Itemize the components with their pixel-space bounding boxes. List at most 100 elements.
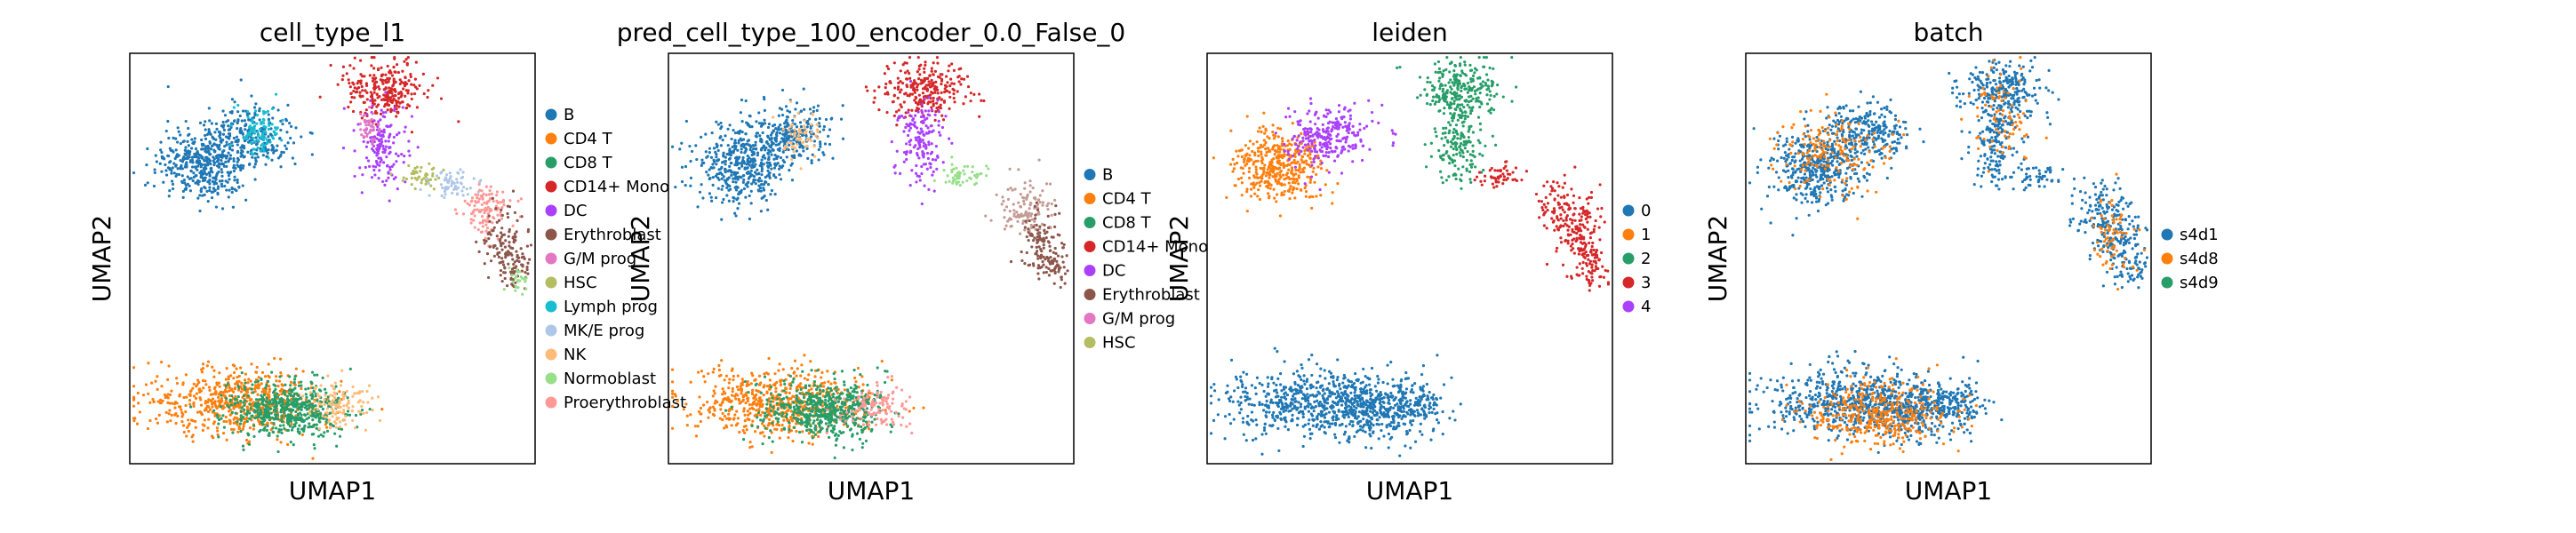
scatter-points-panel-1 <box>132 56 533 460</box>
scatter-point <box>243 385 246 389</box>
scatter-point <box>326 374 330 378</box>
scatter-point <box>813 155 817 158</box>
scatter-point <box>758 186 763 190</box>
scatter-point <box>170 413 173 417</box>
scatter-point <box>199 188 203 192</box>
scatter-point <box>241 427 244 431</box>
scatter-point <box>861 423 866 426</box>
scatter-point <box>856 366 860 370</box>
scatter-point <box>190 165 195 169</box>
scatter-point <box>755 389 758 393</box>
scatter-point <box>180 174 184 178</box>
scatter-point <box>720 161 724 164</box>
scatter-point <box>471 211 475 215</box>
scatter-point <box>341 390 345 394</box>
scatter-point <box>188 405 193 409</box>
scatter-point <box>748 144 752 147</box>
scatter-point <box>801 133 804 138</box>
scatter-point <box>508 199 512 203</box>
scatter-point <box>371 79 375 83</box>
scatter-point <box>264 386 268 390</box>
scatter-point <box>748 194 751 198</box>
scatter-point <box>372 138 376 141</box>
scatter-point <box>216 395 220 399</box>
scatter-point <box>181 195 185 199</box>
scatter-point <box>293 416 297 419</box>
scatter-point <box>253 380 258 384</box>
scatter-point <box>747 383 750 386</box>
scatter-point <box>799 125 804 129</box>
scatter-point <box>725 186 729 189</box>
scatter-point <box>792 138 796 142</box>
scatter-point <box>242 144 245 147</box>
scatter-point <box>721 411 724 416</box>
scatter-point <box>233 119 236 123</box>
scatter-point <box>507 262 510 266</box>
scatter-point <box>225 140 228 144</box>
scatter-point <box>837 394 841 398</box>
scatter-point <box>793 359 797 362</box>
scatter-point <box>307 386 310 390</box>
scatter-point <box>288 122 292 125</box>
scatter-point <box>310 433 314 436</box>
scatter-point <box>742 410 746 413</box>
scatter-point <box>488 188 492 193</box>
scatter-point <box>375 161 379 164</box>
scatter-point <box>740 389 743 393</box>
scatter-point <box>854 380 858 384</box>
scatter-point <box>415 106 420 109</box>
scatter-point <box>730 137 733 141</box>
scatter-point <box>778 147 782 150</box>
scatter-point <box>521 276 524 280</box>
scatter-point <box>709 166 713 170</box>
scatter-point <box>279 165 283 169</box>
scatter-point <box>218 162 221 165</box>
scatter-point <box>202 123 206 127</box>
scatter-point <box>497 255 501 259</box>
scatter-point <box>334 405 338 410</box>
scatter-point <box>280 150 284 154</box>
scatter-point <box>716 187 720 190</box>
scatter-point <box>485 252 490 256</box>
scatter-point <box>291 426 295 429</box>
scatter-point <box>369 124 372 128</box>
scatter-point <box>526 261 530 265</box>
scatter-point <box>487 193 491 196</box>
scatter-point <box>361 173 364 177</box>
scatter-point <box>252 401 255 404</box>
scatter-point <box>741 158 745 163</box>
scatter-point <box>220 399 224 402</box>
scatter-point <box>359 112 363 116</box>
scatter-point <box>466 193 469 196</box>
scatter-point <box>769 392 773 395</box>
scatter-point <box>395 160 398 163</box>
scatter-point <box>780 404 783 408</box>
scatter-point <box>452 181 456 185</box>
scatter-point <box>244 418 248 421</box>
scatter-point <box>810 131 813 134</box>
scatter-point <box>259 149 262 153</box>
scatter-point <box>375 92 379 97</box>
scatter-point <box>156 387 159 392</box>
scatter-point <box>793 131 796 136</box>
scatter-point <box>153 168 156 171</box>
scatter-point <box>187 126 190 131</box>
scatter-point <box>740 98 744 102</box>
scatter-point <box>908 410 911 413</box>
scatter-point <box>279 371 283 375</box>
scatter-point <box>248 426 252 430</box>
scatter-point <box>440 194 444 198</box>
scatter-point <box>263 144 267 147</box>
scatter-point <box>828 396 832 400</box>
scatter-point <box>242 163 245 168</box>
scatter-point <box>684 119 688 123</box>
scatter-point <box>506 211 509 216</box>
scatter-point <box>360 84 364 89</box>
scatter-point <box>224 160 228 163</box>
scatter-point <box>236 180 239 185</box>
scatter-point <box>252 136 255 140</box>
scatter-point <box>285 131 289 134</box>
scatter-point <box>382 93 386 97</box>
scatter-point <box>780 423 784 427</box>
scatter-point <box>500 280 504 283</box>
